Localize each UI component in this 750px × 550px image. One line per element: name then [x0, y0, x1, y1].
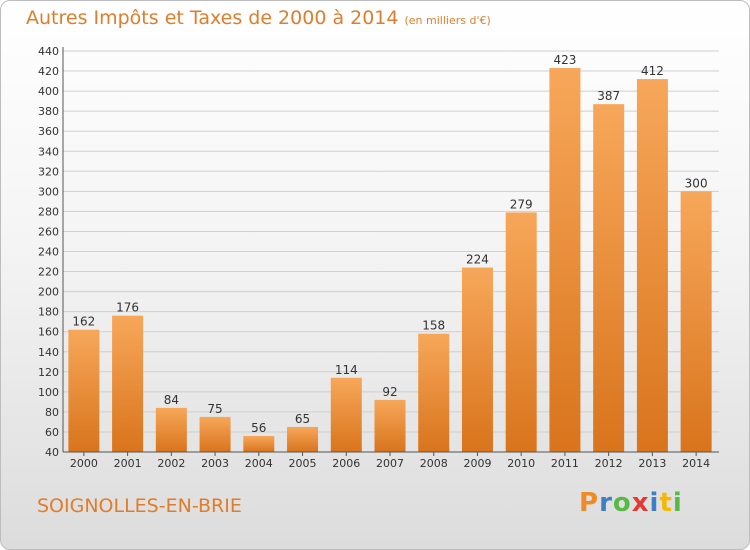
- y-tick-label: 80: [45, 406, 59, 419]
- bar-2005: [287, 426, 319, 452]
- data-label: 176: [116, 301, 139, 315]
- bar-2008: [418, 333, 450, 452]
- y-tick-label: 320: [38, 165, 59, 178]
- logo-letter: t: [659, 488, 673, 518]
- x-tick-label: 2000: [70, 457, 98, 470]
- logo-letter: r: [599, 488, 613, 518]
- bar-2002: [155, 407, 187, 452]
- x-tick-label: 2005: [289, 457, 317, 470]
- data-label: 56: [251, 421, 266, 435]
- data-labels: 162 176 84 75 56 65 114 92 158 224 279 423 387 412 300: [72, 53, 707, 435]
- logo-letter: i: [649, 488, 660, 518]
- y-tick-label: 420: [38, 65, 59, 78]
- x-tick-label: 2006: [332, 457, 360, 470]
- chart-subtitle: (en milliers d'€): [404, 14, 491, 27]
- bar-2003: [199, 416, 231, 452]
- x-tick-label: 2009: [463, 457, 491, 470]
- data-label: 162: [72, 315, 95, 329]
- y-tick-label: 180: [38, 306, 59, 319]
- bar-2000: [68, 329, 100, 452]
- bar-2010: [505, 212, 537, 452]
- logo-letter: x: [631, 488, 650, 518]
- y-tick-label: 380: [38, 105, 59, 118]
- bar-2011: [549, 68, 581, 452]
- y-tick-label: 440: [38, 45, 59, 58]
- data-label: 224: [466, 253, 489, 267]
- logo-letter: o: [612, 488, 632, 518]
- y-tick-label: 300: [38, 185, 59, 198]
- x-tick-label: 2010: [507, 457, 535, 470]
- chart-title: Autres Impôts et Taxes de 2000 à 2014 (en…: [26, 7, 491, 29]
- y-tick-label: 360: [38, 125, 59, 138]
- bar-2009: [461, 267, 493, 452]
- data-label: 65: [295, 412, 310, 426]
- data-label: 300: [685, 176, 708, 190]
- data-label: 84: [164, 393, 179, 407]
- y-tick-label: 260: [38, 225, 59, 238]
- x-tick-label: 2013: [638, 457, 666, 470]
- bar-2004: [243, 435, 275, 452]
- data-label: 158: [422, 319, 445, 333]
- logo-letter: i: [672, 488, 683, 518]
- bar-2001: [112, 315, 144, 452]
- y-tick-label: 340: [38, 145, 59, 158]
- city-name: SOIGNOLLES-EN-BRIE: [37, 495, 242, 517]
- title-text: Autres Impôts et Taxes de 2000 à 2014: [26, 7, 399, 29]
- x-tick-label: 2004: [245, 457, 273, 470]
- bars: [68, 68, 712, 452]
- logo-letter: P: [579, 488, 600, 518]
- y-tick-label: 280: [38, 205, 59, 218]
- bar-2007: [374, 399, 406, 452]
- y-tick-label: 60: [45, 426, 59, 439]
- x-tick-label: 2007: [376, 457, 404, 470]
- data-label: 412: [641, 64, 664, 78]
- y-tick-label: 160: [38, 326, 59, 339]
- x-tick-label: 2001: [114, 457, 142, 470]
- x-tick-label: 2012: [595, 457, 623, 470]
- bar-2012: [593, 104, 625, 452]
- data-label: 92: [382, 385, 397, 399]
- y-tick-label: 40: [45, 446, 59, 459]
- axes: [62, 47, 719, 453]
- data-label: 423: [553, 53, 576, 67]
- y-axis-tick-labels: 40 60 80 100 120 140 160 180 200 220 240 260 280 300 3…: [38, 45, 59, 459]
- data-label: 387: [597, 89, 620, 103]
- y-tick-label: 200: [38, 286, 59, 299]
- x-tick-label: 2011: [551, 457, 579, 470]
- bar-2013: [636, 79, 668, 452]
- data-label: 75: [207, 402, 222, 416]
- x-tick-label: 2014: [682, 457, 710, 470]
- y-tick-label: 220: [38, 266, 59, 279]
- proxiti-logo: Proxiti: [579, 488, 683, 518]
- x-tick-label: 2003: [201, 457, 229, 470]
- bar-2014: [680, 191, 712, 452]
- x-tick-label: 2002: [157, 457, 185, 470]
- y-tick-label: 140: [38, 346, 59, 359]
- data-label: 279: [510, 197, 533, 211]
- x-tick-label: 2008: [420, 457, 448, 470]
- y-tick-label: 240: [38, 246, 59, 259]
- y-tick-label: 400: [38, 85, 59, 98]
- bar-2006: [330, 377, 362, 452]
- data-label: 114: [335, 363, 358, 377]
- y-tick-label: 120: [38, 366, 59, 379]
- x-axis-tick-labels: 2000 2001 2002 2003 2004 2005 2006 2007 2008 2009…: [70, 452, 710, 470]
- y-tick-label: 100: [38, 386, 59, 399]
